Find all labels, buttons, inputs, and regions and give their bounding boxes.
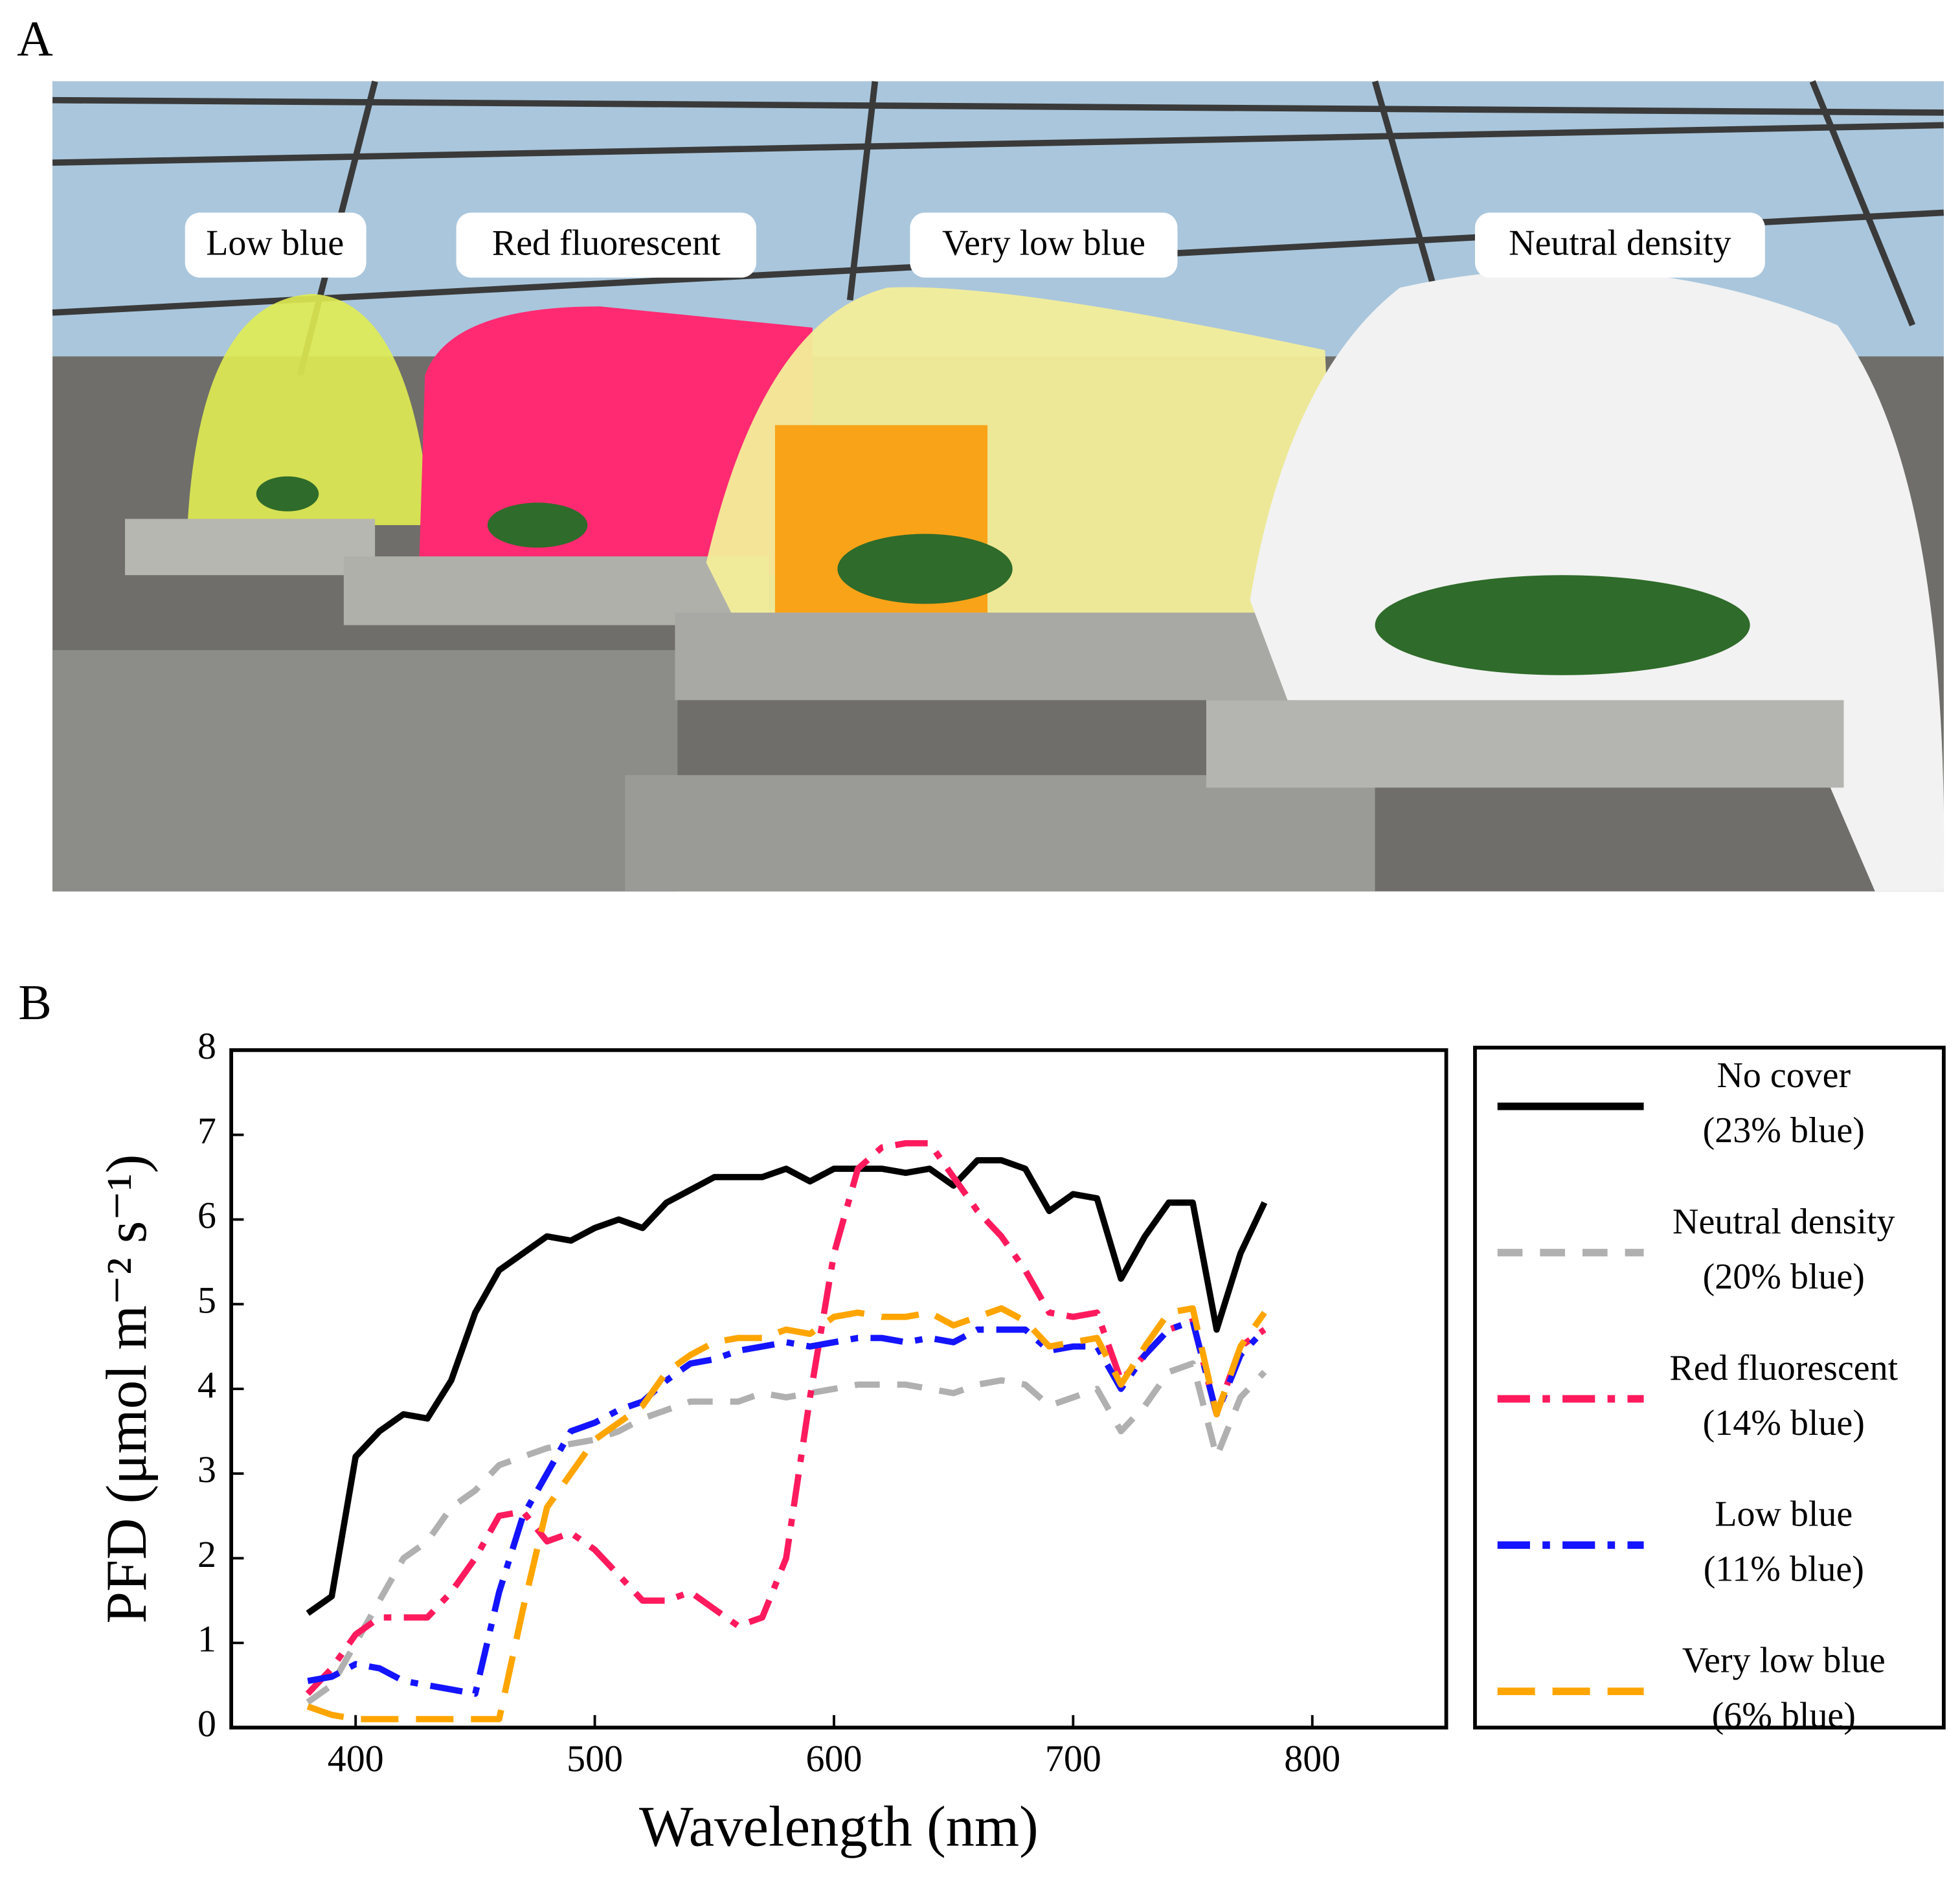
series-line	[306, 1157, 1268, 1616]
y-tick-label: 3	[197, 1448, 216, 1491]
x-tick-label: 400	[328, 1738, 384, 1780]
legend-label: Neutral density	[1673, 1202, 1895, 1242]
legend-frame	[1473, 1046, 1946, 1730]
photo	[52, 80, 1944, 892]
y-tick-label: 0	[197, 1702, 216, 1744]
legend-label: Red fluorescent	[1669, 1348, 1898, 1388]
y-tick-label: 5	[197, 1279, 216, 1322]
legend-label: No cover	[1717, 1055, 1851, 1096]
legend-label: Very low blue	[1682, 1641, 1886, 1681]
photo-label: Low blue	[206, 223, 344, 263]
y-tick-label: 6	[197, 1195, 216, 1237]
x-tick-label: 700	[1045, 1738, 1101, 1780]
photo-label: Neutral density	[1509, 223, 1731, 263]
y-tick-label: 2	[197, 1533, 216, 1575]
panel-label: B	[18, 974, 52, 1030]
x-tick-label: 500	[567, 1738, 623, 1780]
y-tick-label: 8	[197, 1025, 216, 1067]
plot-frame	[229, 1048, 1448, 1730]
photo-label: Very low blue	[942, 223, 1145, 263]
legend-note: (20% blue)	[1703, 1257, 1865, 1297]
x-axis-label: Wavelength (nm)	[639, 1795, 1039, 1859]
y-tick-label: 7	[197, 1110, 216, 1152]
legend-note: (6% blue)	[1712, 1696, 1856, 1736]
legend-note: (11% blue)	[1704, 1549, 1864, 1590]
photo-label: Red fluorescent	[492, 223, 721, 263]
legend-label: Low blue	[1715, 1494, 1853, 1535]
series-line	[306, 1360, 1267, 1705]
x-tick-label: 800	[1284, 1738, 1340, 1780]
legend-note: (14% blue)	[1703, 1403, 1865, 1443]
y-tick-label: 1	[197, 1618, 216, 1660]
series-line	[306, 1305, 1267, 1722]
panel-label: A	[17, 11, 53, 67]
series-line	[305, 1140, 1267, 1696]
y-tick-label: 4	[197, 1364, 216, 1406]
y-axis-label: PFD (μmol m⁻² s⁻¹)	[95, 1154, 159, 1624]
legend-note: (23% blue)	[1703, 1110, 1865, 1151]
x-tick-label: 600	[806, 1738, 862, 1780]
